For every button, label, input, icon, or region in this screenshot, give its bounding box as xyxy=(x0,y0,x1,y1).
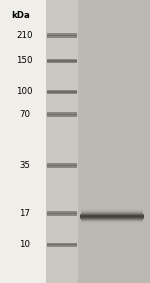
Bar xyxy=(81,222,143,223)
Text: kDa: kDa xyxy=(11,11,30,20)
Bar xyxy=(80,218,144,219)
Bar xyxy=(47,213,77,214)
Bar xyxy=(80,217,144,218)
Bar xyxy=(47,33,77,38)
Bar xyxy=(47,59,77,63)
Text: 17: 17 xyxy=(19,209,30,218)
Bar xyxy=(47,163,77,168)
Bar xyxy=(82,207,142,208)
Bar xyxy=(81,219,143,220)
Bar xyxy=(47,91,77,93)
Bar xyxy=(82,224,142,225)
Text: 100: 100 xyxy=(16,87,33,97)
Bar xyxy=(80,215,144,216)
Bar xyxy=(80,216,144,217)
Bar xyxy=(81,221,143,222)
Text: 150: 150 xyxy=(16,56,33,65)
Bar xyxy=(82,223,142,224)
Bar xyxy=(81,213,143,214)
Bar xyxy=(80,214,144,215)
Text: 210: 210 xyxy=(16,31,33,40)
Text: 10: 10 xyxy=(19,240,30,249)
Bar xyxy=(82,225,142,226)
Bar xyxy=(47,114,77,115)
Bar xyxy=(81,210,143,211)
Bar xyxy=(82,208,142,209)
Bar xyxy=(47,243,77,247)
Bar xyxy=(81,211,143,212)
Bar xyxy=(47,165,77,166)
Bar xyxy=(47,90,77,94)
Bar xyxy=(81,212,143,213)
Text: 35: 35 xyxy=(19,161,30,170)
Bar xyxy=(47,244,77,245)
Bar xyxy=(46,0,150,283)
Bar xyxy=(81,220,143,221)
Bar xyxy=(81,209,142,210)
Bar xyxy=(47,60,77,61)
Bar xyxy=(47,35,77,36)
Text: 70: 70 xyxy=(19,110,30,119)
Bar xyxy=(78,0,150,283)
Bar xyxy=(46,0,78,283)
Bar xyxy=(0,0,46,283)
Bar xyxy=(47,112,77,117)
Bar xyxy=(47,211,77,216)
